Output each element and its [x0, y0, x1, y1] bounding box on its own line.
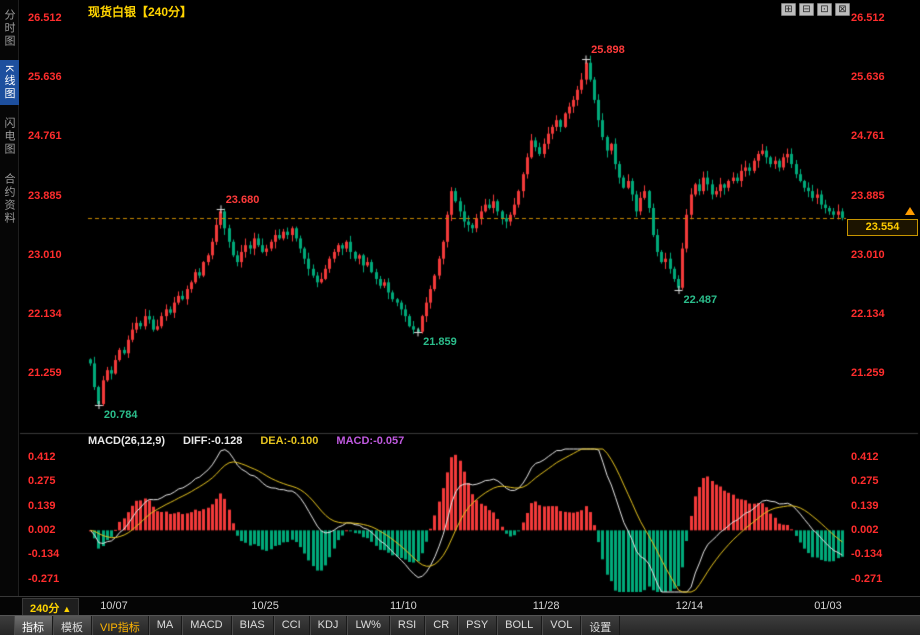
- chart-title: 现货白银【240分】: [88, 5, 193, 19]
- timeframe-selector[interactable]: 240分 ▲: [22, 598, 80, 618]
- window-layout-controls: ⊞ ⊟ ⊡ ⊠: [781, 3, 850, 16]
- left-tab-strip: 分时图 K线图闪电图合约资料: [0, 0, 19, 596]
- settings-button[interactable]: 设置: [581, 616, 621, 635]
- indicator-tab[interactable]: 指标: [14, 616, 53, 635]
- tab-kline-chart[interactable]: K线图: [0, 60, 19, 106]
- template-tab[interactable]: 模板: [53, 616, 92, 635]
- macd-indicator-labels: MACD(26,12,9) DIFF:-0.128 DEA:-0.100 MAC…: [88, 435, 404, 447]
- vol-button[interactable]: VOL: [542, 616, 582, 635]
- macd-diff-value: DIFF:-0.128: [183, 435, 243, 447]
- timeframe-arrow-icon: ▲: [62, 604, 72, 614]
- rsi-button[interactable]: RSI: [390, 616, 426, 635]
- layout-grid-icon[interactable]: ⊞: [781, 3, 796, 16]
- cci-button[interactable]: CCI: [274, 616, 310, 635]
- x-axis-date-label: 11/10: [390, 600, 417, 612]
- kdj-button[interactable]: KDJ: [310, 616, 348, 635]
- ma-button[interactable]: MA: [149, 616, 183, 635]
- bias-button[interactable]: BIAS: [232, 616, 274, 635]
- tab-lightning-chart[interactable]: 闪电图: [3, 117, 15, 157]
- macd-params-label: MACD(26,12,9): [88, 435, 166, 447]
- macd-macd-value: MACD:-0.057: [336, 435, 405, 447]
- cr-button[interactable]: CR: [425, 616, 459, 635]
- indicator-toolbar: 指标 模板 VIP指标 MA MACD BIAS CCI KDJ LW% RSI CR PSY BOLL…: [0, 615, 920, 635]
- macd-button[interactable]: MACD: [182, 616, 232, 635]
- lwr-button[interactable]: LW%: [347, 616, 390, 635]
- x-axis-date-label: 11/28: [532, 600, 560, 612]
- timeframe-row: 240分 ▲ 10/07 10/25 11/10 11/28 12/14 01/03: [0, 596, 920, 618]
- psy-button[interactable]: PSY: [458, 616, 498, 635]
- layout-rows-icon[interactable]: ⊟: [799, 3, 814, 16]
- layout-single-icon[interactable]: ⊡: [817, 3, 832, 16]
- macd-dea-value: DEA:-0.100: [260, 435, 319, 447]
- current-price-tag: 23.554: [847, 219, 918, 236]
- boll-button[interactable]: BOLL: [497, 616, 543, 635]
- tab-timeshare-chart[interactable]: 分时图: [3, 9, 15, 48]
- layout-close-icon[interactable]: ⊠: [835, 3, 850, 16]
- x-axis-date-label: 01/03: [814, 600, 842, 612]
- vip-indicator-button[interactable]: VIP指标: [92, 616, 149, 635]
- candlestick-chart-canvas[interactable]: [0, 0, 920, 596]
- timeframe-label: 240分: [30, 603, 60, 615]
- x-axis-date-label: 10/07: [100, 600, 128, 612]
- x-axis-date-label: 10/25: [251, 600, 279, 612]
- price-direction-arrow: [905, 207, 915, 215]
- tab-contract-info[interactable]: 合约资料: [3, 173, 15, 226]
- x-axis-date-label: 12/14: [675, 600, 704, 612]
